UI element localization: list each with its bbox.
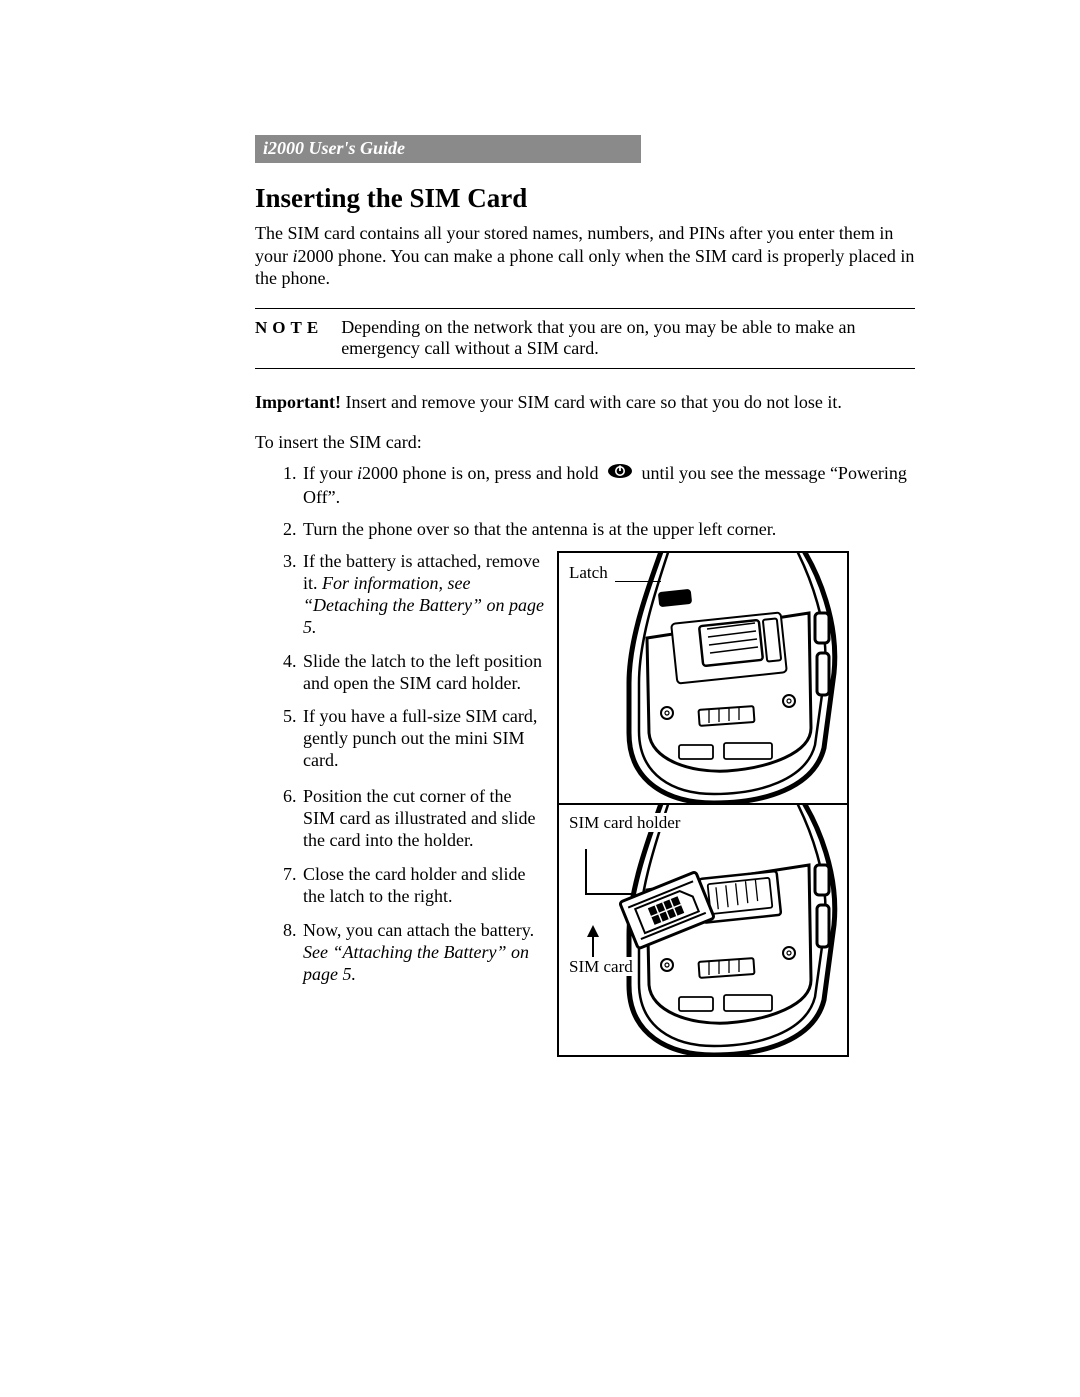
steps-6to8: Position the cut corner of the SIM card …	[255, 786, 545, 986]
step-1-a: If your	[303, 463, 357, 483]
power-icon	[607, 463, 633, 485]
manual-page: i2000 User's Guide Inserting the SIM Car…	[0, 0, 1080, 1137]
label-latch: Latch	[569, 563, 608, 583]
step-3: If the battery is attached, remove it. F…	[301, 551, 545, 639]
step-8-ital: See “Attaching the Battery” on page 5.	[303, 942, 529, 984]
header-bar: i2000 User's Guide	[255, 135, 641, 163]
label-sim-card: SIM card	[569, 957, 633, 977]
note-block: NOTE Depending on the network that you a…	[255, 308, 915, 370]
phone-figure-bottom: SIM card holder SIM card	[559, 803, 847, 1055]
note-text: Depending on the network that you are on…	[341, 317, 915, 361]
step-8-a: Now, you can attach the battery.	[303, 920, 534, 940]
important-line: Important! Insert and remove your SIM ca…	[255, 391, 915, 414]
step-2: Turn the phone over so that the antenna …	[301, 519, 915, 541]
step-3-ital: For information, see “Detaching the Batt…	[303, 573, 544, 637]
intro-model-rest: 2000 phone. You can make a phone call on…	[255, 246, 914, 289]
step-6: Position the cut corner of the SIM card …	[301, 786, 545, 852]
note-label: NOTE	[255, 317, 323, 361]
important-label: Important!	[255, 392, 341, 412]
pointer-sim-holder-h	[585, 893, 633, 895]
step-4: Slide the latch to the left position and…	[301, 651, 545, 695]
phone-figure-top: Latch	[559, 553, 847, 803]
phone-illustration-top	[559, 553, 847, 803]
guide-title: i2000 User's Guide	[263, 138, 405, 158]
section-title: Inserting the SIM Card	[255, 183, 915, 214]
label-sim-holder: SIM card holder	[569, 813, 680, 833]
steps-top: If your i2000 phone is on, press and hol…	[255, 463, 915, 541]
important-text: Insert and remove your SIM card with car…	[341, 392, 842, 412]
step-8: Now, you can attach the battery. See “At…	[301, 920, 545, 986]
step-5: If you have a full-size SIM card, gently…	[301, 706, 545, 772]
pointer-sim-holder-v	[585, 849, 587, 893]
pointer-latch	[615, 581, 661, 583]
phone-figure-box: Latch	[557, 551, 849, 1057]
step-1-model-rest: 2000 phone is on, press and hold	[362, 463, 603, 483]
to-insert-heading: To insert the SIM card:	[255, 432, 915, 453]
left-steps-column: If the battery is attached, remove it. F…	[255, 551, 545, 998]
two-column-area: If the battery is attached, remove it. F…	[255, 551, 915, 1057]
intro-paragraph: The SIM card contains all your stored na…	[255, 222, 915, 290]
steps-3to5: If the battery is attached, remove it. F…	[255, 551, 545, 773]
step-7: Close the card holder and slide the latc…	[301, 864, 545, 908]
step-1: If your i2000 phone is on, press and hol…	[301, 463, 915, 509]
